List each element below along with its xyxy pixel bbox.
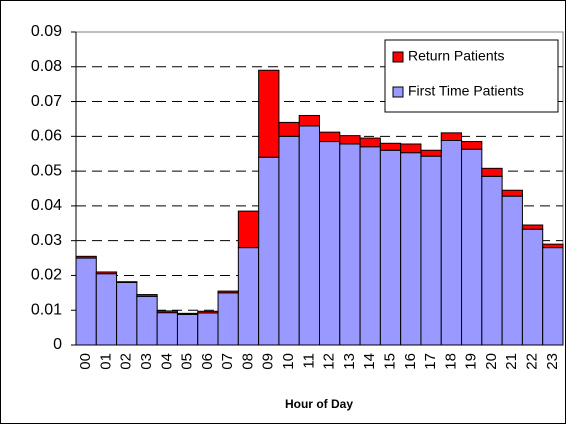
x-tick-label: 05 [179, 353, 196, 370]
legend-swatch [392, 51, 404, 63]
x-tick-label: 14 [361, 353, 378, 370]
bar-segment [258, 156, 280, 346]
legend-label: Return Patients [408, 48, 505, 64]
bar-segment [136, 295, 158, 346]
y-tick-label: 0.07 [31, 93, 62, 110]
x-tick-label: 12 [321, 353, 338, 370]
y-tick-label: 0.04 [31, 197, 62, 214]
bar-segment [156, 310, 178, 314]
bar-segment [379, 142, 402, 151]
x-axis-title: Hour of Day [285, 397, 353, 411]
bar-segment [400, 152, 422, 346]
bar-segment [359, 146, 381, 346]
x-tick-label: 04 [158, 353, 175, 370]
bar-segment [521, 228, 544, 346]
bar-segment [197, 312, 219, 346]
x-tick-label: 11 [300, 353, 317, 369]
x-tick-label: 20 [483, 353, 500, 370]
bar-segment [542, 247, 564, 346]
bar-segment [217, 292, 239, 346]
bar-segment [176, 312, 199, 315]
x-tick-label: 06 [199, 353, 216, 370]
bar-segment [461, 141, 483, 150]
x-tick-label: 18 [442, 353, 459, 370]
x-tick-label: 00 [77, 353, 94, 370]
x-tick-label: 15 [381, 353, 398, 370]
x-tick-label: 19 [463, 353, 480, 370]
bar-segment [501, 195, 523, 346]
y-tick-label: 0 [53, 336, 62, 353]
bar-segment [156, 312, 178, 346]
y-tick-label: 0.09 [31, 23, 62, 40]
y-tick-label: 0.06 [31, 128, 62, 145]
bar-segment [339, 143, 361, 346]
bar-segment [359, 137, 381, 148]
bar-segment [481, 167, 503, 177]
legend-label: First Time Patients [408, 83, 524, 99]
x-tick-label: 09 [260, 353, 277, 370]
bar-segment [501, 189, 523, 197]
bar-segment [298, 125, 321, 346]
x-tick-label: 22 [524, 353, 541, 370]
x-tick-label: 01 [97, 353, 114, 370]
bar-segment [339, 135, 361, 145]
y-tick-label: 0.02 [31, 267, 62, 284]
legend-swatch [392, 86, 404, 98]
x-tick-label: 08 [239, 353, 256, 370]
bar-segment [420, 149, 442, 157]
bar-segment [217, 290, 239, 294]
bar-segment [379, 149, 402, 346]
bar-segment [136, 294, 158, 297]
y-tick-label: 0.01 [31, 301, 62, 318]
bar-segment [440, 132, 463, 142]
bar-segment [75, 257, 97, 346]
bar-segment [197, 310, 219, 314]
x-tick-label: 03 [138, 353, 155, 370]
bar-segment [420, 155, 442, 346]
bar-segment [116, 281, 138, 283]
x-tick-label: 10 [280, 353, 297, 370]
bar-segment [521, 224, 544, 230]
x-tick-label: 23 [544, 353, 561, 370]
bar-segment [319, 141, 341, 346]
x-tick-label: 16 [402, 353, 419, 370]
bar-segment [542, 243, 564, 249]
x-tick-label: 13 [341, 353, 358, 370]
bar-segment [95, 271, 118, 275]
bar-segment [440, 140, 463, 346]
x-tick-label: 02 [118, 353, 135, 370]
y-tick-label: 0.05 [31, 162, 62, 179]
bar-segment [400, 143, 422, 154]
bar-segment [237, 247, 260, 346]
x-tick-label: 17 [422, 353, 439, 370]
bar-segment [298, 114, 321, 127]
bar-segment [258, 69, 280, 158]
legend-box [384, 39, 559, 113]
y-tick-label: 0.08 [31, 58, 62, 75]
bar-segment [319, 131, 341, 143]
bar-segment [278, 121, 300, 137]
bar-segment [116, 281, 138, 346]
y-tick-label: 0.03 [31, 232, 62, 249]
bar-segment [237, 210, 260, 249]
bar-segment [95, 273, 118, 346]
bar-segment [461, 148, 483, 346]
bar-segment [481, 175, 503, 346]
bar-segment [278, 135, 300, 346]
bar-segment [176, 313, 199, 346]
bar-segment [75, 255, 97, 259]
x-tick-label: 07 [219, 353, 236, 370]
x-tick-label: 21 [503, 353, 520, 370]
